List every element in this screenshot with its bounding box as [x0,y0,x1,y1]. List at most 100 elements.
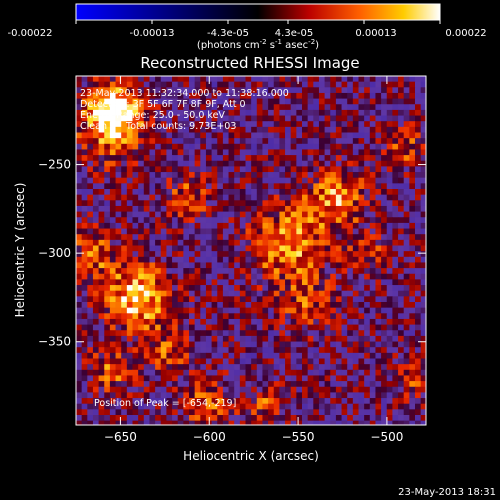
heatmap-cell [217,415,224,422]
heatmap-cell [375,313,382,320]
heatmap-cell [398,155,405,162]
heatmap-cell [104,330,111,337]
heatmap-cell [296,386,303,393]
heatmap-cell [104,398,111,405]
heatmap-cell [398,189,405,196]
heatmap-cell [398,104,405,111]
heatmap-cell [341,273,348,280]
heatmap-cell [369,92,376,99]
heatmap-cell [415,200,422,207]
heatmap-cell [358,352,365,359]
heatmap-cell [149,149,156,156]
heatmap-cell [251,256,258,263]
heatmap-cell [76,330,83,337]
heatmap-cell [335,369,342,376]
heatmap-cell [183,239,190,246]
heatmap-cell [92,92,99,99]
heatmap-cell [420,347,426,354]
heatmap-cell [160,268,167,275]
heatmap-cell [239,358,246,365]
heatmap-cell [138,307,145,314]
heatmap-cell [364,217,371,224]
heatmap-cell [194,256,201,263]
heatmap-cell [375,398,382,405]
heatmap-cell [98,87,105,94]
heatmap-cell [392,307,399,314]
heatmap-cell [189,217,196,224]
heatmap-cell [347,222,354,229]
heatmap-cell [205,155,212,162]
heatmap-cell [217,307,224,314]
heatmap-cell [341,420,348,425]
heatmap-cell [302,211,309,218]
heatmap-cell [307,234,314,241]
heatmap-cell [352,172,359,179]
heatmap-cell [126,375,133,382]
heatmap-cell [279,381,286,388]
heatmap-cell [155,279,162,286]
heatmap-cell [403,335,410,342]
heatmap-cell [296,381,303,388]
heatmap-cell [172,268,179,275]
heatmap-cell [313,149,320,156]
heatmap-cell [330,358,337,365]
heatmap-cell [245,166,252,173]
heatmap-cell [155,285,162,292]
heatmap-cell [335,347,342,354]
heatmap-cell [200,381,207,388]
heatmap-cell [76,403,83,410]
heatmap-cell [205,352,212,359]
heatmap-cell [318,398,325,405]
heatmap-cell [273,262,280,269]
heatmap-cell [177,296,184,303]
heatmap-cell [183,104,190,111]
heatmap-cell [205,262,212,269]
heatmap-cell [341,115,348,122]
heatmap-cell [228,420,235,425]
heatmap-cell [256,358,263,365]
heatmap-cell [194,302,201,309]
heatmap-cell [126,256,133,263]
heatmap-cell [273,386,280,393]
heatmap-cell [403,177,410,184]
heatmap-cell [318,268,325,275]
heatmap-cell [381,296,388,303]
heatmap-cell [228,166,235,173]
x-tick-label: −500 [370,430,403,444]
heatmap-cell [251,132,258,139]
heatmap-cell [302,143,309,150]
heatmap-cell [273,324,280,331]
heatmap-cell [217,200,224,207]
heatmap-cell [256,217,263,224]
heatmap-cell [273,87,280,94]
heatmap-cell [347,92,354,99]
heatmap-cell [115,194,122,201]
heatmap-cell [256,256,263,263]
heatmap-cell [194,92,201,99]
heatmap-cell [115,76,122,83]
heatmap-cell [398,335,405,342]
heatmap-cell [398,347,405,354]
heatmap-cell [194,318,201,325]
heatmap-cell [256,296,263,303]
heatmap-cell [222,324,229,331]
heatmap-cell [132,115,139,122]
heatmap-cell [347,335,354,342]
heatmap-cell [245,217,252,224]
heatmap-cell [386,296,393,303]
heatmap-cell [285,183,292,190]
heatmap-cell [420,392,426,399]
heatmap-cell [364,87,371,94]
heatmap-cell [251,126,258,133]
heatmap-cell [256,166,263,173]
heatmap-cell [160,245,167,252]
heatmap-cell [381,87,388,94]
heatmap-cell [217,381,224,388]
heatmap-cell [398,92,405,99]
heatmap-cell [115,398,122,405]
heatmap-cell [81,415,88,422]
heatmap-cell [420,183,426,190]
heatmap-cell [98,211,105,218]
heatmap-cell [375,155,382,162]
heatmap-cell [318,290,325,297]
